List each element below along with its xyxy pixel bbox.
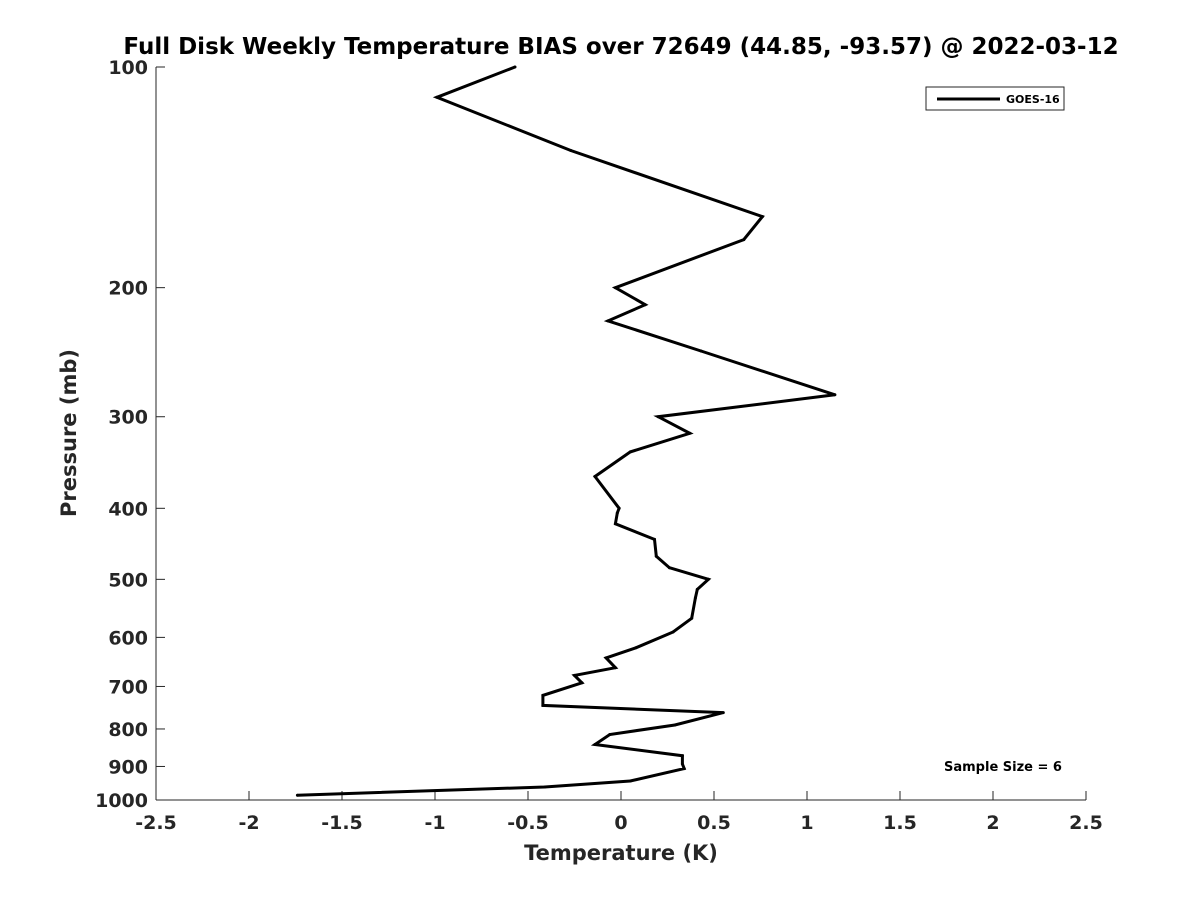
x-tick-label: 1.5 [883,812,917,834]
data-point [742,238,746,242]
sample-size-annotation: Sample Size = 6 [944,760,1062,775]
y-tick-label: 400 [108,498,148,520]
data-point [628,450,632,454]
data-point [667,566,671,570]
x-tick-label: -2.5 [135,812,177,834]
y-tick-label: 100 [108,57,148,79]
data-point [673,723,677,727]
data-point [615,511,619,515]
data-point [613,522,617,526]
y-tick-label: 500 [108,569,148,591]
y-tick-label: 900 [108,756,148,778]
data-point [699,349,703,353]
data-point [613,286,617,290]
x-tick-label: -1.5 [321,812,363,834]
data-point [688,431,692,435]
data-point [760,215,764,219]
y-tick-label: 800 [108,719,148,741]
series-line-goes-16 [297,65,836,797]
x-tick-label: -2 [238,812,259,834]
x-tick-label: -1 [424,812,445,834]
data-point [628,779,632,783]
data-point [721,711,725,715]
data-point [680,762,684,766]
data-point [580,681,584,685]
legend-label-goes-16: GOES-16 [1006,93,1060,106]
chart-title: Full Disk Weekly Temperature BIAS over 7… [123,34,1118,60]
x-tick-label: 1 [800,812,813,834]
data-point [613,666,617,670]
data-point [593,475,597,478]
data-point [608,733,612,736]
data-point [690,616,694,620]
data-point [593,743,597,746]
y-tick-label: 700 [108,676,148,698]
data-point [680,754,684,758]
data-point [682,767,686,771]
data-point [604,656,608,660]
data-point [656,415,660,419]
data-point [295,793,299,797]
data-point [543,785,547,789]
y-ticks: 100 200 300 400 500 600 700 800 900 1000 [95,57,165,812]
data-point [634,646,638,650]
y-tick-label: 600 [108,627,148,649]
data-point [671,630,675,634]
data-point [706,577,710,581]
data-point [435,95,439,99]
x-tick-label: -0.5 [507,812,549,834]
y-tick-label: 300 [108,407,148,429]
data-point [569,149,573,152]
data-point [606,319,610,323]
series-lines [295,65,837,797]
data-point [617,506,621,510]
data-point [693,596,697,600]
x-tick-label: 0 [614,812,627,834]
y-tick-label: 1000 [95,790,148,812]
x-tick-label: 0.5 [697,812,731,834]
legend: GOES-16 [925,86,1065,111]
data-point [513,65,517,69]
data-point [643,303,647,307]
data-point [654,554,658,558]
x-tick-label: 2 [986,812,999,834]
data-point [541,693,545,697]
y-tick-label: 200 [108,278,148,300]
data-point [653,537,656,541]
x-ticks: -2.5 -2 -1.5 -1 -0.5 0 0.5 1 1.5 2 2.5 [135,791,1103,834]
x-tick-label: 2.5 [1069,812,1103,834]
x-axis-label: Temperature (K) [524,841,718,865]
data-point [541,703,545,707]
y-axis-label: Pressure (mb) [57,349,81,517]
data-point [573,673,576,677]
data-point [695,587,699,591]
data-point [833,393,837,397]
